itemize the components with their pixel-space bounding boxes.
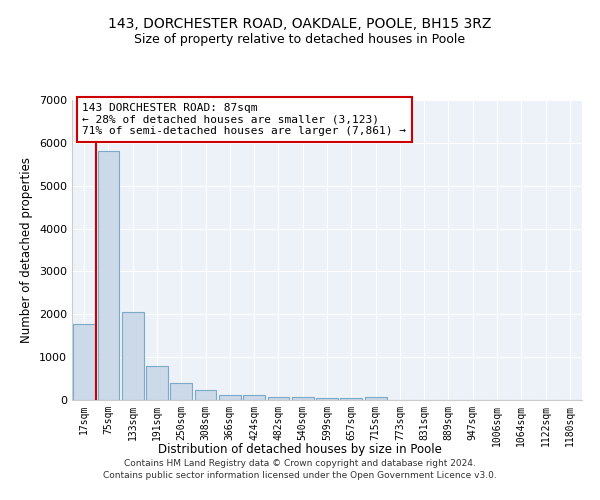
Bar (316, 398, 338, 400)
Text: Distribution of detached houses by size in Poole: Distribution of detached houses by size … (158, 442, 442, 456)
Bar (146, 366, 168, 400)
Text: 143 DORCHESTER ROAD: 87sqm
← 28% of detached houses are smaller (3,123)
71% of s: 143 DORCHESTER ROAD: 87sqm ← 28% of deta… (82, 103, 406, 136)
Text: 143, DORCHESTER ROAD, OAKDALE, POOLE, BH15 3RZ: 143, DORCHESTER ROAD, OAKDALE, POOLE, BH… (109, 18, 491, 32)
Bar (268, 396, 289, 400)
Bar (365, 397, 386, 400)
Bar (340, 398, 362, 400)
Y-axis label: Number of detached properties: Number of detached properties (20, 157, 34, 343)
Bar (73, 324, 95, 400)
Bar (97, 152, 119, 400)
Bar (170, 384, 192, 400)
Bar (194, 390, 217, 400)
Bar (292, 398, 314, 400)
Bar (219, 395, 241, 400)
Text: Contains HM Land Registry data © Crown copyright and database right 2024.
Contai: Contains HM Land Registry data © Crown c… (103, 458, 497, 480)
Text: Size of property relative to detached houses in Poole: Size of property relative to detached ho… (134, 32, 466, 46)
Bar (122, 312, 143, 400)
Bar (243, 395, 265, 400)
